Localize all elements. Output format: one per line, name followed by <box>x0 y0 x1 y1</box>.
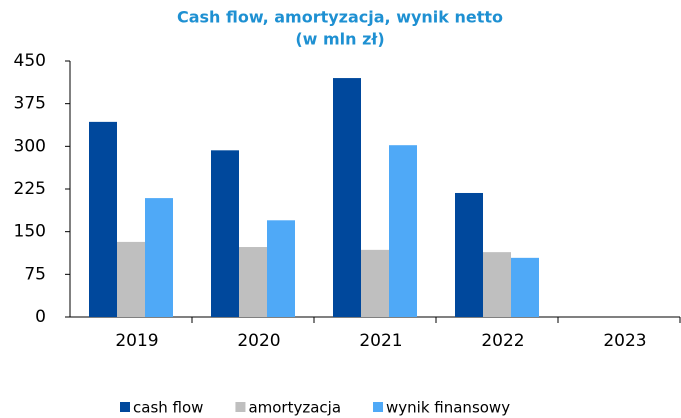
bar <box>89 121 117 317</box>
bar <box>361 249 389 317</box>
legend-label: amortyzacja <box>248 399 341 417</box>
bar <box>455 192 483 317</box>
bar <box>511 257 539 317</box>
y-tick-label: 150 <box>14 222 46 242</box>
y-tick-label: 375 <box>14 94 46 114</box>
y-tick-label: 225 <box>14 179 46 199</box>
x-tick-label: 2022 <box>481 331 524 351</box>
chart-title: Cash flow, amortyzacja, wynik netto <box>177 8 503 27</box>
bar <box>483 252 511 317</box>
legend-swatch <box>120 402 130 412</box>
bar <box>389 145 417 317</box>
y-tick-label: 450 <box>14 51 46 71</box>
legend-swatch <box>235 402 246 412</box>
bar <box>333 78 361 317</box>
legend-label: wynik finansowy <box>386 399 510 417</box>
y-tick-label: 0 <box>35 307 46 327</box>
x-tick-label: 2023 <box>603 331 646 351</box>
x-tick-label: 2021 <box>359 331 402 351</box>
bar <box>117 241 145 317</box>
x-tick-label: 2020 <box>237 331 280 351</box>
bar <box>145 198 173 317</box>
bar <box>239 247 267 317</box>
legend-swatch <box>373 402 384 412</box>
x-tick-label: 2019 <box>115 331 158 351</box>
bar <box>211 150 239 317</box>
legend-label: cash flow <box>133 399 203 417</box>
y-tick-label: 300 <box>14 136 46 156</box>
bar <box>267 220 295 317</box>
chart-subtitle: (w mln zł) <box>295 30 384 49</box>
y-tick-label: 75 <box>24 264 46 284</box>
